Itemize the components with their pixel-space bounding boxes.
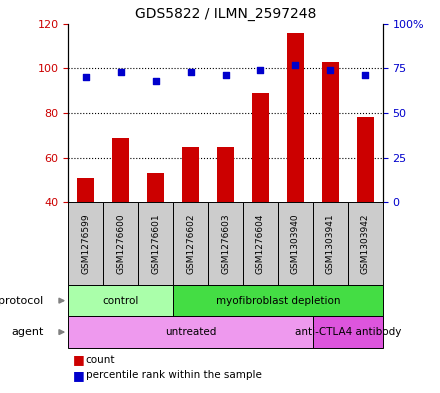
Bar — [147, 173, 164, 202]
Point — [82, 74, 89, 81]
Text: anti-CTLA4 antibody: anti-CTLA4 antibody — [295, 327, 401, 337]
Text: untreated: untreated — [165, 327, 216, 337]
Bar — [287, 33, 304, 202]
Text: myofibroblast depletion: myofibroblast depletion — [216, 296, 340, 306]
Bar — [173, 202, 208, 285]
Text: protocol: protocol — [0, 296, 44, 306]
Bar — [77, 178, 95, 202]
Text: GSM1276603: GSM1276603 — [221, 213, 230, 274]
Text: percentile rank within the sample: percentile rank within the sample — [86, 370, 262, 380]
Bar — [252, 93, 269, 202]
Text: GSM1276601: GSM1276601 — [151, 213, 160, 274]
Bar — [313, 316, 383, 348]
Bar — [68, 202, 103, 285]
Text: count: count — [86, 354, 115, 365]
Point — [327, 67, 334, 73]
Text: GSM1303940: GSM1303940 — [291, 213, 300, 274]
Bar — [68, 285, 173, 316]
Point — [187, 69, 194, 75]
Bar — [313, 202, 348, 285]
Text: control: control — [103, 296, 139, 306]
Bar — [322, 62, 339, 202]
Point — [222, 72, 229, 79]
Point — [117, 69, 124, 75]
Text: agent: agent — [11, 327, 44, 337]
Bar — [173, 285, 383, 316]
Bar — [243, 202, 278, 285]
Point — [362, 72, 369, 79]
Text: ■: ■ — [73, 353, 84, 366]
Bar — [112, 138, 129, 202]
Text: GSM1276600: GSM1276600 — [116, 213, 125, 274]
Bar — [208, 202, 243, 285]
Bar — [278, 202, 313, 285]
Bar — [68, 316, 313, 348]
Text: GSM1303941: GSM1303941 — [326, 213, 335, 274]
Bar — [182, 147, 199, 202]
Text: GSM1276604: GSM1276604 — [256, 213, 265, 274]
Text: ■: ■ — [73, 369, 84, 382]
Text: GSM1303942: GSM1303942 — [361, 213, 370, 274]
Bar — [356, 118, 374, 202]
Text: GSM1276602: GSM1276602 — [186, 213, 195, 274]
Bar — [348, 202, 383, 285]
Point — [292, 62, 299, 68]
Title: GDS5822 / ILMN_2597248: GDS5822 / ILMN_2597248 — [135, 7, 316, 21]
Point — [152, 78, 159, 84]
Bar — [217, 147, 234, 202]
Bar — [138, 202, 173, 285]
Text: GSM1276599: GSM1276599 — [81, 213, 90, 274]
Bar — [103, 202, 138, 285]
Point — [257, 67, 264, 73]
